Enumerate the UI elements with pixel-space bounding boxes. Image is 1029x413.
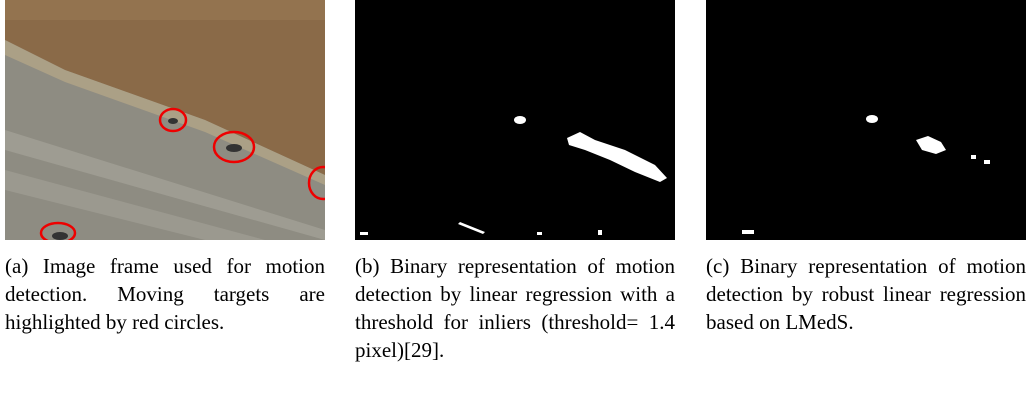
panel-b: (b) Binary representation of motion dete…	[355, 0, 675, 364]
panel-a: (a) Image frame used for motion detectio…	[5, 0, 325, 336]
caption: (b) Binary representation of motion dete…	[355, 252, 675, 364]
caption: (c) Binary representation of motion dete…	[706, 252, 1026, 336]
image-frame	[5, 0, 325, 240]
figure: (a) Image frame used for motion detectio…	[0, 0, 1029, 413]
binary-map	[706, 0, 1026, 240]
panel-c: (c) Binary representation of motion dete…	[706, 0, 1026, 336]
binary-map	[355, 0, 675, 240]
caption: (a) Image frame used for motion detectio…	[5, 252, 325, 336]
